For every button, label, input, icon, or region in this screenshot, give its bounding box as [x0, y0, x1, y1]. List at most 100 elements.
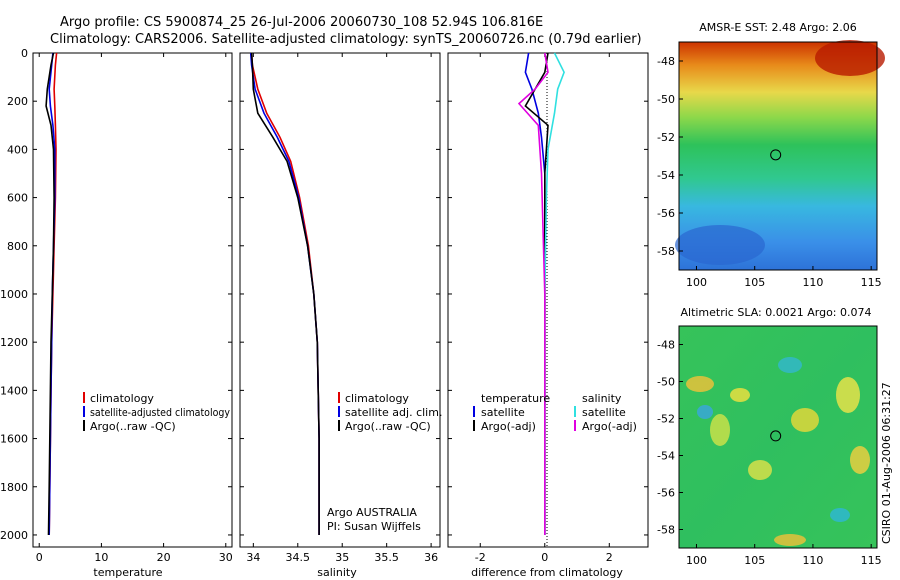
map-y-tick-label: -56: [657, 487, 675, 500]
figure-title-line2: Climatology: CARS2006. Satellite-adjuste…: [50, 32, 642, 47]
legend-label-satellite-adj: satellite adj. clim.: [345, 406, 442, 419]
y-tick-label: 600: [7, 192, 28, 205]
map-x-tick-label: 100: [686, 276, 707, 289]
map-x-tick-label: 110: [802, 276, 823, 289]
difference-legend: temperature satellite Argo(-adj) salinit…: [473, 392, 637, 433]
x-tick-label: 20: [157, 551, 171, 564]
salinity-axes-frame: [239, 52, 441, 548]
legend-heading-salinity: salinity: [582, 392, 622, 405]
y-tick-label: 1400: [0, 384, 28, 397]
y-tick-label: 1800: [0, 481, 28, 494]
y-tick-label: 1200: [0, 336, 28, 349]
sla-patch: [710, 414, 730, 446]
map-y-tick-label: -54: [657, 450, 675, 463]
x-tick-label: 34: [246, 551, 260, 564]
sst-warm-patch: [815, 40, 885, 76]
x-tick-label: 30: [219, 551, 233, 564]
sla-patch: [686, 376, 714, 392]
salinity-ticks: 34 34.5 35 35.5 36: [240, 52, 440, 564]
legend-label-satellite-adjusted: satellite-adjusted climatology: [90, 406, 230, 419]
sla-patch: [730, 388, 750, 402]
x-tick-label: -2: [475, 551, 486, 564]
legend-label-temp-argo: Argo(-adj): [481, 420, 536, 433]
y-tick-label: 1000: [0, 288, 28, 301]
map-x-tick-label: 115: [861, 554, 882, 567]
annotation-pi: PI: Susan Wijffels: [327, 520, 421, 533]
sla-map-title: Altimetric SLA: 0.0021 Argo: 0.074: [680, 306, 871, 319]
map-x-tick-label: 105: [744, 554, 765, 567]
sst-map-panel: AMSR-E SST: 2.48 Argo: 2.06 10: [657, 21, 885, 289]
map-y-tick-label: -48: [657, 339, 675, 352]
legend-label-climatology: climatology: [90, 392, 154, 405]
salinity-series: [249, 52, 320, 535]
temperature-ticks: 0 10 20 30 0 200 400 600 800 1000 1200 1400 1600 1800…: [0, 47, 233, 564]
sla-patch: [791, 408, 819, 432]
figure-title-line1: Argo profile: CS 5900874_25 26-Jul-2006 …: [60, 15, 543, 30]
salinity-legend: climatology satellite adj. clim. Argo(..…: [338, 392, 442, 433]
sla-patch: [778, 357, 802, 373]
sst-cool-patch: [675, 225, 765, 265]
y-tick-label: 0: [21, 47, 28, 60]
temperature-legend: climatology satellite-adjusted climatolo…: [83, 392, 230, 433]
x-tick-label: 0: [541, 551, 548, 564]
map-y-tick-label: -58: [657, 524, 675, 537]
map-y-tick-label: -56: [657, 207, 675, 220]
map-y-tick-label: -50: [657, 376, 675, 389]
x-tick-label: 2: [606, 551, 613, 564]
legend-label-temp-satellite: satellite: [481, 406, 525, 419]
sla-patch: [774, 534, 806, 546]
legend-label-argo: Argo(..raw -QC): [345, 420, 431, 433]
y-tick-label: 200: [7, 95, 28, 108]
temperature-xlabel: temperature: [93, 566, 162, 579]
legend-label-argo: Argo(..raw -QC): [90, 420, 176, 433]
x-tick-label: 10: [94, 551, 108, 564]
map-y-tick-label: -48: [657, 55, 675, 68]
legend-label-climatology: climatology: [345, 392, 409, 405]
x-tick-label: 35: [335, 551, 349, 564]
legend-label-sal-satellite: satellite: [582, 406, 626, 419]
credit-label: CSIRO 01-Aug-2006 06:31:27: [880, 382, 893, 544]
sst-map-ticks: 100 105 110 115 -48 -50 -52 -54 -56 -58: [657, 55, 882, 289]
sst-map-frame: [678, 41, 878, 271]
y-tick-label: 2000: [0, 529, 28, 542]
map-x-tick-label: 110: [802, 554, 823, 567]
salinity-panel: 34 34.5 35 35.5 36 salinity climatology sate…: [239, 52, 442, 579]
salinity-xlabel: salinity: [317, 566, 357, 579]
map-y-tick-label: -52: [657, 413, 675, 426]
map-y-tick-label: -50: [657, 93, 675, 106]
temperature-series: [45, 52, 58, 536]
sst-argo-location-marker: [770, 149, 782, 161]
sst-map-title: AMSR-E SST: 2.48 Argo: 2.06: [699, 21, 857, 34]
y-tick-label: 400: [7, 143, 28, 156]
sla-patch: [850, 446, 870, 474]
annotation-argo-australia: Argo AUSTRALIA: [327, 506, 417, 519]
temperature-panel: 0 10 20 30 0 200 400 600 800 1000 1200 1400 1600 1800…: [0, 47, 233, 579]
legend-label-sal-argo: Argo(-adj): [582, 420, 637, 433]
map-y-tick-label: -54: [657, 169, 675, 182]
sla-patch: [697, 405, 713, 419]
difference-series: [517, 52, 565, 535]
sla-map-patches: [686, 357, 870, 546]
map-y-tick-label: -52: [657, 131, 675, 144]
map-x-tick-label: 115: [861, 276, 882, 289]
series-line-argo-raw-qc-: [250, 52, 320, 535]
map-x-tick-label: 100: [686, 554, 707, 567]
x-tick-label: 35.5: [374, 551, 399, 564]
legend-heading-temperature: temperature: [481, 392, 550, 405]
map-x-tick-label: 105: [744, 276, 765, 289]
sla-patch: [748, 460, 772, 480]
x-tick-label: 0: [36, 551, 43, 564]
temperature-axes-frame: [32, 52, 233, 548]
y-tick-label: 1600: [0, 433, 28, 446]
sla-patch: [836, 377, 860, 413]
y-tick-label: 800: [7, 240, 28, 253]
sla-map-frame: [678, 325, 878, 549]
difference-xlabel: difference from climatology: [471, 566, 623, 579]
series-line-argo-adj-: [517, 52, 549, 535]
x-tick-label: 36: [424, 551, 438, 564]
map-y-tick-label: -58: [657, 245, 675, 258]
sla-patch: [830, 508, 850, 522]
sla-map-ticks: 100 105 110 115 -48 -50 -52 -54 -56 -58: [657, 339, 882, 568]
sla-argo-location-marker: [770, 430, 782, 442]
